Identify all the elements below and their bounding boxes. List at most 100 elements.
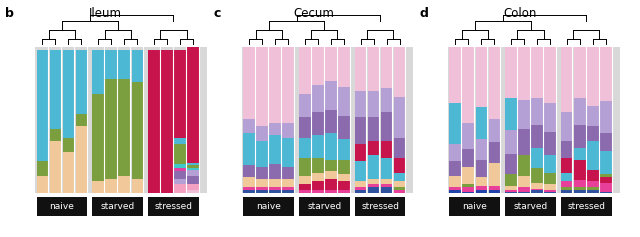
Bar <box>505 174 516 186</box>
Bar <box>381 158 392 179</box>
Bar <box>463 184 474 187</box>
Bar <box>518 187 530 192</box>
Bar <box>325 190 337 193</box>
Bar <box>36 176 48 193</box>
Bar <box>243 119 255 133</box>
Bar <box>243 177 255 187</box>
Bar <box>381 179 392 184</box>
Bar <box>243 47 255 119</box>
Bar <box>174 184 186 193</box>
Bar <box>463 47 474 123</box>
Bar <box>355 187 366 190</box>
Bar <box>188 190 199 193</box>
Bar <box>587 170 598 182</box>
Bar <box>587 190 598 193</box>
Bar <box>257 141 268 167</box>
Bar <box>505 186 516 190</box>
Bar <box>488 163 500 186</box>
Bar <box>531 47 543 98</box>
Bar <box>174 171 186 179</box>
Bar <box>587 47 598 106</box>
Bar <box>312 135 324 158</box>
Text: Ileum: Ileum <box>89 7 122 20</box>
Bar <box>36 161 48 176</box>
Text: naive: naive <box>256 202 281 211</box>
Bar <box>488 190 500 193</box>
Bar <box>505 154 516 174</box>
Bar <box>394 190 406 193</box>
Bar <box>449 161 461 176</box>
Bar <box>544 173 556 184</box>
Bar <box>561 47 572 112</box>
Bar <box>368 179 380 184</box>
Text: starved: starved <box>513 202 548 211</box>
Bar <box>299 158 310 176</box>
Bar <box>325 110 337 133</box>
Bar <box>243 190 255 193</box>
Bar <box>561 173 572 182</box>
Bar <box>531 125 543 148</box>
Bar <box>338 174 349 182</box>
Bar <box>355 47 366 91</box>
Bar <box>338 190 349 193</box>
Bar <box>76 114 87 126</box>
Bar <box>269 179 281 187</box>
Bar <box>463 187 474 192</box>
Bar <box>544 132 556 155</box>
Bar <box>574 98 586 125</box>
Bar <box>561 197 612 216</box>
Bar <box>587 141 598 170</box>
Bar <box>600 183 612 192</box>
Bar <box>600 47 612 101</box>
Bar <box>531 189 543 190</box>
Bar <box>544 47 556 103</box>
Bar <box>600 133 612 151</box>
Bar <box>338 116 349 139</box>
Bar <box>188 168 199 170</box>
Text: stressed: stressed <box>567 202 605 211</box>
Bar <box>188 170 199 176</box>
Bar <box>574 190 586 193</box>
Bar <box>106 50 117 79</box>
Bar <box>574 148 586 160</box>
Bar <box>50 129 61 141</box>
Bar <box>449 187 461 190</box>
Bar <box>544 190 556 192</box>
Bar <box>381 88 392 112</box>
Bar <box>531 183 543 189</box>
Text: d: d <box>419 7 428 20</box>
Bar <box>282 167 294 179</box>
Text: starved: starved <box>307 202 342 211</box>
Bar <box>188 165 199 168</box>
Bar <box>574 47 586 98</box>
Bar <box>463 150 474 167</box>
Bar <box>488 47 500 119</box>
Bar <box>561 182 572 187</box>
Bar <box>243 165 255 177</box>
Bar <box>544 184 556 190</box>
Bar <box>394 187 406 190</box>
Bar <box>282 47 294 123</box>
Bar <box>574 187 586 190</box>
Bar <box>174 144 186 164</box>
Bar <box>463 123 474 149</box>
Bar <box>600 174 612 177</box>
Bar <box>106 179 117 193</box>
Bar <box>505 192 516 193</box>
Bar <box>325 160 337 171</box>
Bar <box>257 126 268 141</box>
Bar <box>449 47 461 103</box>
Bar <box>574 125 586 148</box>
Bar <box>449 197 500 216</box>
Bar <box>106 79 117 179</box>
Bar <box>269 135 281 164</box>
Bar <box>76 126 87 193</box>
Bar <box>161 50 173 193</box>
Bar <box>587 187 598 190</box>
Bar <box>325 47 337 81</box>
Bar <box>518 155 530 176</box>
Bar <box>561 187 572 190</box>
Bar <box>561 112 572 141</box>
Bar <box>368 47 380 91</box>
Bar <box>282 138 294 167</box>
